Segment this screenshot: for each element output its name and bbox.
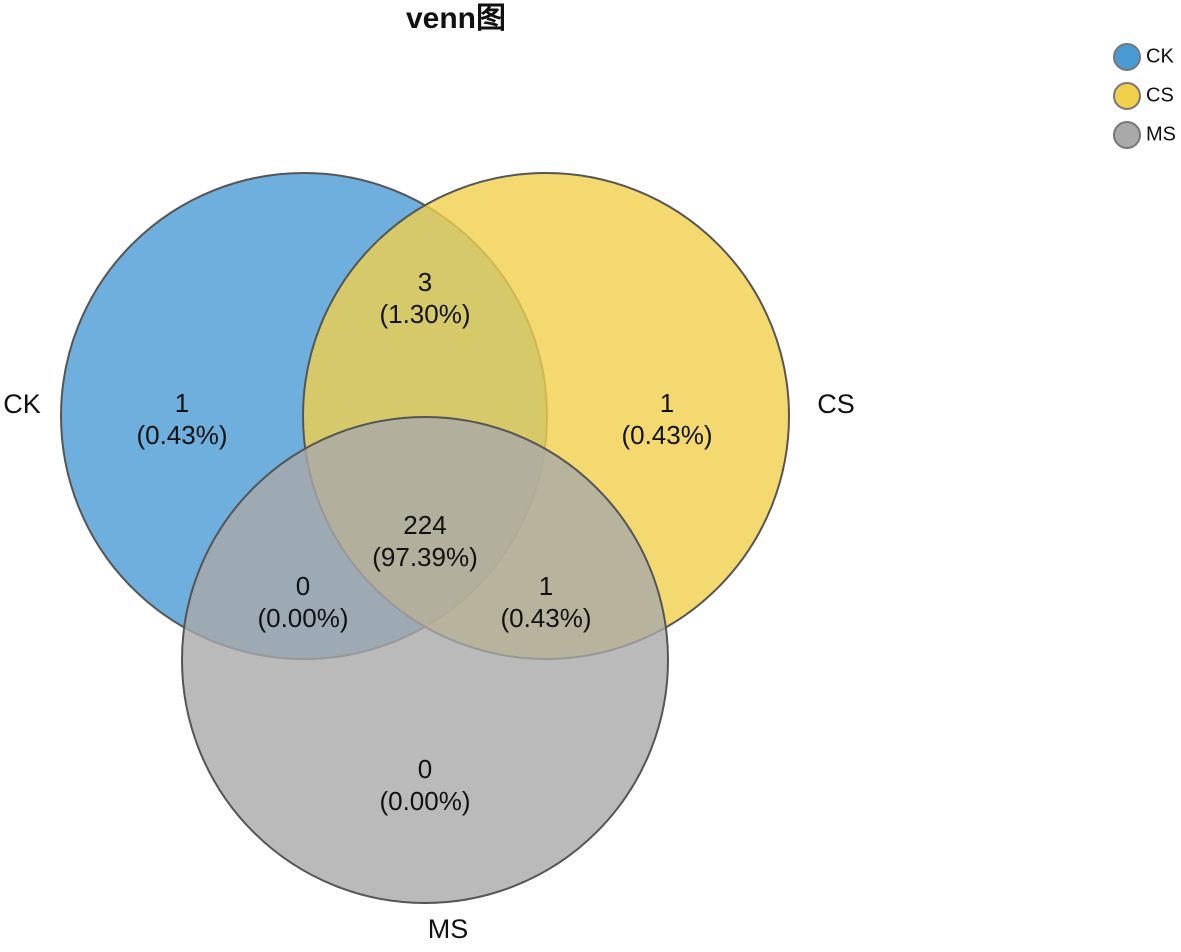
region-percent: (0.43%) <box>500 603 591 633</box>
region-count: 1 <box>175 388 189 418</box>
region-percent: (0.43%) <box>136 420 227 450</box>
set-label: MS <box>428 914 469 944</box>
region-percent: (0.00%) <box>257 603 348 633</box>
region-percent: (0.00%) <box>379 786 470 816</box>
region-count: 1 <box>539 571 553 601</box>
region-count: 3 <box>418 267 432 297</box>
region-count: 0 <box>296 571 310 601</box>
legend-swatch <box>1113 43 1141 71</box>
region-count: 0 <box>418 754 432 784</box>
region-count: 224 <box>403 510 446 540</box>
legend-swatch <box>1113 121 1141 149</box>
legend-label: CS <box>1146 84 1174 106</box>
legend-label: CK <box>1146 45 1174 67</box>
region-percent: (97.39%) <box>372 542 478 572</box>
region-percent: (0.43%) <box>621 420 712 450</box>
set-circle <box>181 416 669 904</box>
region-percent: (1.30%) <box>379 299 470 329</box>
region-count: 1 <box>660 388 674 418</box>
chart-title: venn图 <box>406 2 506 35</box>
set-label: CK <box>3 389 41 419</box>
set-label: CS <box>817 389 855 419</box>
legend-label: MS <box>1146 123 1176 145</box>
legend-swatch <box>1113 82 1141 110</box>
